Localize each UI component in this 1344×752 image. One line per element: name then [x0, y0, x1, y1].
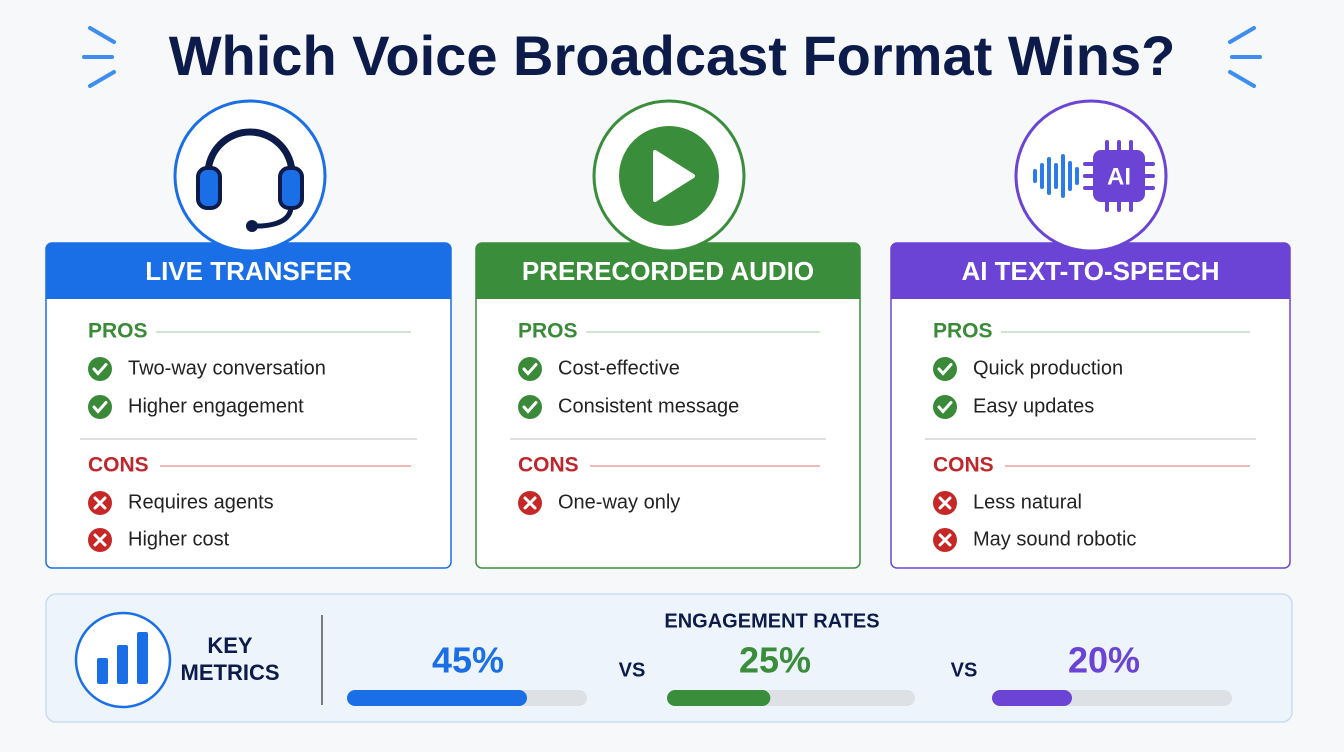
cons-label: CONS [933, 454, 994, 477]
pro-item: Cost-effective [558, 357, 680, 379]
con-item: One-way only [558, 491, 680, 513]
pros-label: PROS [88, 320, 148, 343]
con-item: Higher cost [128, 528, 230, 550]
card-title: PRERECORDED AUDIO [522, 256, 814, 286]
check-mark [92, 363, 108, 376]
pro-item: Consistent message [558, 395, 739, 417]
pro-item: Quick production [973, 357, 1123, 379]
metric-value: 25% [739, 640, 811, 681]
title-rays [82, 26, 1262, 88]
cons-label: CONS [518, 454, 579, 477]
ear-cup [278, 166, 304, 210]
card-title: AI TEXT-TO-SPEECH [961, 256, 1219, 286]
chip [1093, 150, 1145, 202]
pro-item: Two-way conversation [128, 357, 326, 379]
headset-band [204, 128, 296, 186]
check-mark [937, 363, 953, 376]
card-title: LIVE TRANSFER [145, 256, 352, 286]
card-header [46, 243, 451, 299]
metrics-heading: KEY METRICS [180, 633, 280, 685]
metric-bar [347, 690, 527, 706]
pro-item: Higher engagement [128, 395, 304, 417]
check-mark [937, 401, 953, 414]
check-mark [522, 363, 538, 376]
cross-mark [93, 496, 107, 510]
pros-label: PROS [933, 320, 993, 343]
vs-label: VS [951, 659, 978, 681]
ear-cup [196, 166, 222, 210]
cross-mark [938, 533, 952, 547]
mic-boom [251, 205, 294, 229]
cross-mark [938, 496, 952, 510]
mic [246, 220, 258, 232]
card-header [476, 243, 860, 299]
metric-value: 20% [1068, 640, 1140, 681]
cross-mark [523, 496, 537, 510]
vs-label: VS [619, 659, 646, 681]
page-title: Which Voice Broadcast Format Wins? [169, 24, 1176, 87]
chip-label: AI [1107, 163, 1131, 190]
check-mark [92, 401, 108, 414]
con-item: Less natural [973, 491, 1082, 513]
metric-bar [667, 690, 771, 706]
metrics-title: ENGAGEMENT RATES [664, 610, 879, 632]
bars-icon [97, 632, 148, 684]
con-item: May sound robotic [973, 528, 1136, 550]
pros-label: PROS [518, 320, 578, 343]
check-mark [522, 401, 538, 414]
play-triangle [653, 150, 695, 202]
card-header [891, 243, 1290, 299]
metric-bar [992, 690, 1072, 706]
pro-item: Easy updates [973, 395, 1094, 417]
metric-value: 45% [432, 640, 504, 681]
con-item: Requires agents [128, 491, 274, 513]
cons-label: CONS [88, 454, 149, 477]
cross-mark [93, 533, 107, 547]
